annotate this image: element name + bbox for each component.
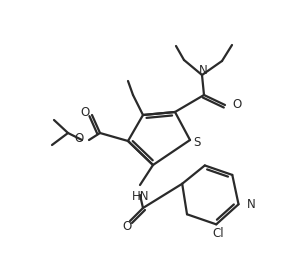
Text: O: O xyxy=(80,105,90,118)
Text: O: O xyxy=(75,132,84,146)
Text: HN: HN xyxy=(132,190,150,203)
Text: N: N xyxy=(199,64,207,76)
Text: Cl: Cl xyxy=(212,227,224,240)
Text: O: O xyxy=(122,221,132,233)
Text: N: N xyxy=(246,198,255,211)
Text: O: O xyxy=(232,99,241,111)
Text: S: S xyxy=(193,136,201,150)
